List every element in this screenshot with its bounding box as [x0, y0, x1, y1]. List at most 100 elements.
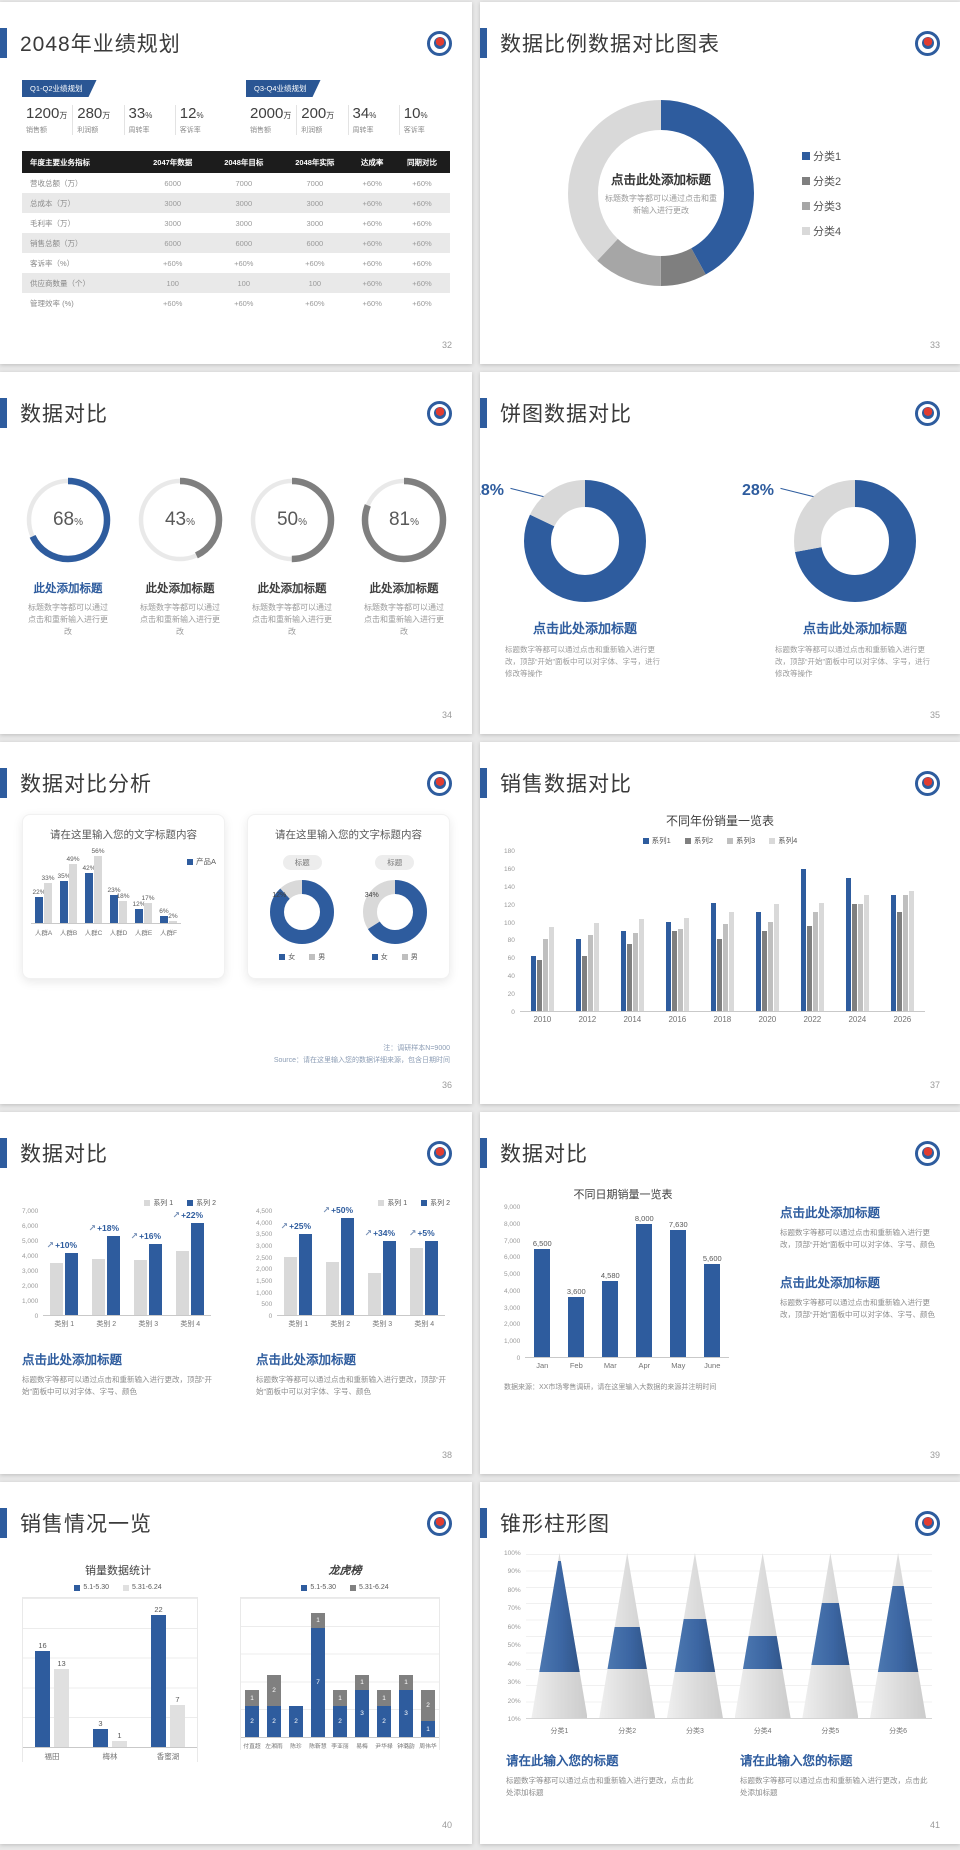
- table-cell: 6000: [164, 178, 182, 188]
- block-caption: 标题数字等都可以通过点击和重新输入进行更改，点击此处添加标题: [740, 1776, 928, 1798]
- table-cell: 7000: [306, 178, 324, 188]
- bar: [602, 1280, 619, 1357]
- slide-41-thumbnail[interactable]: 锥形柱形图 100% 90% 80% 70% 60% 50% 40% 30% 20% 10% 分类1…: [480, 1482, 960, 1844]
- category-donut-chart: [568, 100, 754, 291]
- mini-donut-wrap: 34%: [362, 880, 427, 944]
- page-number: 33: [929, 340, 940, 350]
- title-accent-bar: [480, 1138, 487, 1168]
- slide-36-thumbnail[interactable]: 数据对比分析 请在这里输入您的文字标题内容 22% 33% 人群A 35% 49% 人群B…: [0, 742, 472, 1104]
- bar-wrap: [896, 851, 902, 1011]
- arrow-up-icon: ↗: [280, 1221, 289, 1232]
- legend-swatch-icon: [727, 837, 733, 844]
- slide-38-thumbnail[interactable]: 数据对比 系列 1 系列 2 7,000 6,000 5,000 4,000 3,000 2,…: [0, 1112, 472, 1474]
- y-tick-label: 30%: [507, 1679, 521, 1687]
- block-caption: 标题数字等都可以通过点击和重新输入进行更改，点击此处添加标题: [506, 1776, 694, 1798]
- bar-wrap: [326, 1211, 340, 1315]
- stat-label: 周转率: [128, 127, 150, 134]
- table-cell: +60%: [350, 273, 394, 293]
- bar-value-label: 18%: [116, 893, 130, 901]
- bar-value-label: 2: [272, 1686, 276, 1694]
- bar-value-label: 2: [382, 1717, 386, 1725]
- legend-swatch-icon: [684, 837, 691, 844]
- donut-analysis-card: 请在这里输入您的文字标题内容 标题 12% 女男标题 34% 女男: [247, 814, 450, 979]
- gauge-caption: 标题数字等都可以通过点击和重新输入进行更改: [364, 603, 444, 636]
- legend-item: 产品A: [187, 856, 216, 867]
- logo-emblem: [433, 1147, 446, 1159]
- y-tick-label: 140: [504, 883, 515, 891]
- growth-annotation: ↗+16%: [130, 1230, 162, 1241]
- slide-37-thumbnail[interactable]: 销售数据对比 不同年份销量一览表 系列1 系列2 系列3 系列4 180 160 140 120…: [480, 742, 960, 1104]
- table-cell: +60%: [393, 193, 450, 213]
- legend-item: 男: [309, 952, 325, 962]
- bar: [761, 931, 767, 1011]
- growth-annotation: ↗+10%: [46, 1239, 78, 1250]
- legend-item: 系列1: [642, 835, 671, 846]
- legend-swatch-icon: [802, 201, 810, 210]
- stacked-column: 2: [289, 1705, 303, 1737]
- y-tick-label: 20: [507, 991, 515, 998]
- chart-legend: 女男: [270, 952, 334, 962]
- legend-item: 5.1-5.30: [74, 1584, 109, 1591]
- legend-label: 系列3: [736, 836, 756, 845]
- stack-segment: 2: [333, 1705, 347, 1737]
- bar-wrap: [368, 1211, 382, 1315]
- stack-segment: 1: [245, 1690, 259, 1706]
- y-tick-label: 6,000: [504, 1254, 521, 1262]
- ranking-stacked-chart: 龙虎榜 5.1-5.30 5.31-6.24 1 2 付直超 2 2 左湘雨 2 陈珍 1 7 陈靳慧 1 2…: [240, 1562, 450, 1762]
- slide-32-thumbnail[interactable]: 2048年业绩规划 Q1-Q2业绩规划 1200万 销售额 280万 利润额 33% 周转率…: [0, 2, 472, 364]
- cone-highlight: [734, 1635, 791, 1669]
- x-axis-label: 李亚丽: [331, 1744, 349, 1750]
- bar-wrap: [908, 851, 914, 1011]
- bar: [134, 1260, 148, 1315]
- legend-swatch-icon: [802, 226, 810, 235]
- bar: [368, 1273, 382, 1315]
- bar-area: 16 13: [23, 1598, 81, 1748]
- title-accent-bar: [0, 1138, 7, 1168]
- legend-label: 分类1: [813, 150, 842, 163]
- slide-header: 数据对比: [0, 398, 452, 428]
- data-source-note: 数据来源：XX市场零售调研，请在这里输入大数据的来源并注明时间: [504, 1384, 717, 1391]
- slide-34-thumbnail[interactable]: 数据对比 68% 此处添加标题 标题数字等都可以通过点击和重新输入进行更改 43% 此处…: [0, 372, 472, 734]
- card-title: 请在这里输入您的文字标题内容: [50, 829, 197, 841]
- legend-label: 系列 1: [387, 1200, 408, 1207]
- bar-wrap: ↗+50%: [323, 1205, 355, 1315]
- slide-40-thumbnail[interactable]: 销售情况一览 销量数据统计 5.1-5.30 5.31-6.24 16 13 福田 3 1 梅林…: [0, 1482, 472, 1844]
- bar-wrap: 13: [54, 1597, 69, 1747]
- business-metrics-table: 年度主要业务指标 2047年数据 2048年目标 2048年实际 达成率 同期对比 营收总额…: [22, 151, 450, 313]
- block-title: 点击此处添加标题: [256, 1353, 357, 1367]
- legend-item: 系列 2: [421, 1198, 450, 1208]
- kpi-stat-groups: Q1-Q2业绩规划 1200万 销售额 280万 利润额 33% 周转率 12% 客诉率 Q3-Q…: [22, 78, 450, 135]
- table-cell: +60%: [412, 258, 432, 268]
- slide-39-thumbnail[interactable]: 数据对比 不同日期销量一览表 9,000 8,000 7,000 6,000 5,000 4…: [480, 1112, 960, 1474]
- bar-value-label: 3: [360, 1710, 364, 1718]
- stack-segment: 3: [399, 1690, 413, 1737]
- table-cell: +60%: [163, 258, 183, 268]
- mini-donut-svg: [362, 880, 427, 944]
- slide-35-thumbnail[interactable]: 饼图数据对比 18% 点击此处添加标题标题数字等都可以通过点击和重新输入进行更改，…: [480, 372, 960, 734]
- chart-title: 销量数据统计: [85, 1565, 151, 1577]
- bar-group: 7,630 May: [661, 1208, 696, 1370]
- company-logo-icon: [915, 30, 940, 56]
- page-number: 36: [441, 1080, 452, 1090]
- cone-area: [525, 1553, 932, 1719]
- chart-plot-row: 180 160 140 120 100 80 60 40 20 0 2010 2012 2014 2016…: [504, 848, 936, 1024]
- y-tick-label: 4,000: [22, 1253, 39, 1260]
- cone: [802, 1553, 859, 1718]
- bar-group: 2010: [519, 852, 565, 1024]
- bar: [638, 919, 644, 1011]
- legend-label: 产品A: [196, 857, 217, 866]
- bar-value-label: 6%: [159, 907, 169, 915]
- bar-wrap: [593, 851, 599, 1011]
- bar-group: 2 2 左湘雨: [263, 1598, 285, 1750]
- bar-value-label: 3: [98, 1719, 103, 1728]
- stack-segment: 1: [399, 1674, 413, 1691]
- bar-wrap: [818, 851, 824, 1011]
- gauge: 43% 此处添加标题 标题数字等都可以通过点击和重新输入进行更改: [124, 476, 236, 638]
- stat-cell: 2000万 销售额: [246, 105, 298, 135]
- cone-highlight-band: [870, 1586, 927, 1672]
- slide-33-thumbnail[interactable]: 数据比例数据对比图表 点击此处添加标题 标题数字等都可以通过点击和重新输入进行更…: [480, 2, 960, 364]
- bar-value-label: 2: [338, 1717, 342, 1725]
- stat-value: 200万: [301, 105, 335, 122]
